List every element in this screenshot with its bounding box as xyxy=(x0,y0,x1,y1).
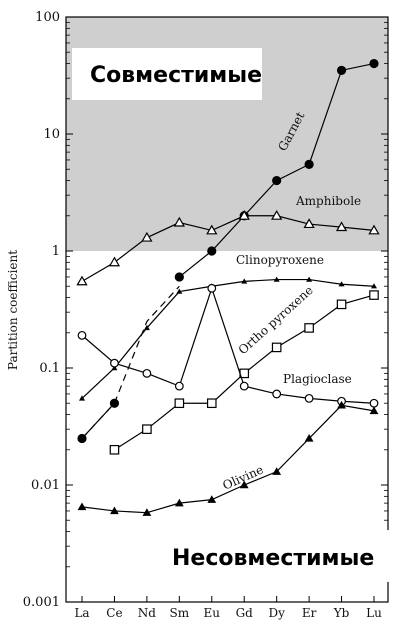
data-point xyxy=(238,209,250,220)
data-point xyxy=(304,323,314,333)
data-point xyxy=(207,246,217,256)
data-point xyxy=(338,281,345,287)
data-point xyxy=(303,218,315,229)
data-point xyxy=(79,395,85,401)
data-point xyxy=(111,365,118,371)
x-tick-label: Nd xyxy=(138,606,157,620)
data-point xyxy=(368,224,380,235)
y-axis-ticks: 0.001 0.01 0.1 1 10 100 xyxy=(23,10,388,610)
data-point xyxy=(369,290,379,300)
data-point xyxy=(304,159,314,169)
series-label: Olivine xyxy=(221,462,266,492)
data-point xyxy=(174,398,185,409)
series-line xyxy=(81,278,375,399)
data-point xyxy=(110,358,119,368)
data-point xyxy=(271,209,283,220)
x-axis-ticks: La Ce Nd Sm Eu Gd Dy Er Yb Lu xyxy=(74,596,382,620)
data-point xyxy=(143,324,150,331)
series-plagioclase xyxy=(77,283,379,408)
data-point xyxy=(141,231,153,242)
data-point xyxy=(272,389,282,399)
data-point xyxy=(77,330,87,340)
y-axis-label: Partition coefficient xyxy=(6,250,20,370)
y-tick-label: 0.001 xyxy=(23,595,60,610)
series-label: Clinopyroxene xyxy=(236,253,324,267)
data-point xyxy=(174,498,184,507)
series-line xyxy=(81,286,375,404)
data-point xyxy=(142,508,152,516)
x-tick-label: Gd xyxy=(236,606,254,620)
data-point xyxy=(271,342,282,353)
data-point xyxy=(272,175,282,186)
data-point xyxy=(176,288,183,294)
y-tick-label: 1 xyxy=(52,244,60,259)
data-point xyxy=(109,398,120,408)
data-point xyxy=(239,480,249,489)
data-point xyxy=(369,58,379,69)
x-tick-label: La xyxy=(74,606,89,620)
data-point xyxy=(273,276,280,282)
data-point xyxy=(109,444,120,455)
series-line xyxy=(81,215,375,282)
x-tick-label: Er xyxy=(302,606,317,620)
data-point xyxy=(206,398,217,409)
data-point xyxy=(336,65,347,75)
data-point xyxy=(110,506,119,515)
data-point xyxy=(207,495,217,503)
data-point xyxy=(369,398,379,408)
compatible-banner: Совместимые xyxy=(90,63,262,88)
series-amphibole xyxy=(76,209,380,286)
data-point xyxy=(173,216,185,227)
x-tick-label: Sm xyxy=(170,606,190,620)
data-point xyxy=(77,433,87,444)
series-garnet xyxy=(77,58,379,444)
series-label: Plagioclase xyxy=(283,372,352,386)
x-tick-label: Eu xyxy=(204,606,221,620)
y-tick-label: 100 xyxy=(35,10,60,25)
plot-frame xyxy=(65,16,389,603)
data-point xyxy=(174,381,184,391)
y-tick-label: 10 xyxy=(43,127,60,142)
data-point xyxy=(371,283,377,289)
data-point xyxy=(239,381,249,391)
data-point xyxy=(241,278,248,284)
data-point xyxy=(76,275,88,286)
data-point xyxy=(142,368,152,378)
data-point xyxy=(337,400,346,409)
data-point xyxy=(77,502,87,511)
data-point xyxy=(369,406,379,415)
incompatible-banner-box xyxy=(160,530,392,582)
y-tick-label: 0.1 xyxy=(39,361,60,376)
x-tick-label: Lu xyxy=(366,606,382,620)
series-dashed-line xyxy=(81,285,180,439)
data-point xyxy=(336,299,347,310)
series-label: Amphibole xyxy=(295,194,361,208)
series-ortho-pyroxene xyxy=(109,290,379,455)
data-point xyxy=(306,276,313,282)
incompatible-banner: Несовместимые xyxy=(172,546,374,571)
series-olivine xyxy=(77,400,379,516)
data-point xyxy=(174,272,184,282)
data-point xyxy=(206,224,218,235)
x-tick-label: Dy xyxy=(268,606,285,620)
compatible-banner-box xyxy=(72,48,262,100)
data-point xyxy=(304,434,314,442)
data-point xyxy=(207,283,217,293)
series-line xyxy=(81,404,375,514)
data-point xyxy=(142,424,152,434)
x-tick-label: Ce xyxy=(106,606,122,620)
x-tick-label: Yb xyxy=(333,606,350,620)
series-line xyxy=(81,402,115,439)
y-tick-label: 0.01 xyxy=(31,478,60,493)
data-point xyxy=(335,221,348,232)
data-point xyxy=(272,467,282,475)
data-point xyxy=(108,256,121,267)
data-point xyxy=(304,393,314,403)
